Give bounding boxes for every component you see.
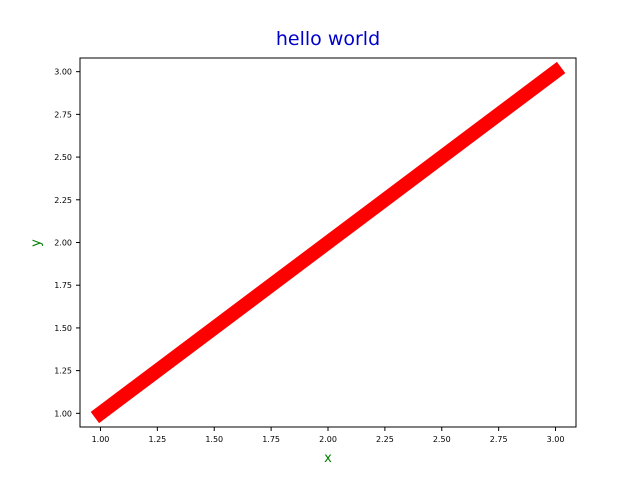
x-tick-label: 1.00 — [92, 435, 110, 444]
y-tick-label: 2.50 — [54, 153, 72, 162]
x-axis: 1.00 1.25 1.50 1.75 2.00 2.25 2.50 2.75 3.00 — [92, 427, 565, 444]
x-tick-label: 2.50 — [433, 435, 451, 444]
x-axis-label: x — [324, 451, 332, 466]
chart-title: hello world — [276, 28, 380, 50]
x-tick-label: 2.25 — [376, 435, 394, 444]
y-tick-label: 1.00 — [54, 409, 72, 418]
y-tick-label: 2.00 — [54, 239, 72, 248]
plot-layer — [90, 61, 566, 424]
y-tick-label: 2.75 — [54, 110, 72, 119]
y-tick-label: 1.25 — [54, 367, 72, 376]
y-axis-label: y — [29, 239, 44, 247]
y-tick-label: 1.50 — [54, 324, 72, 333]
y-tick-label: 1.75 — [54, 281, 72, 290]
y-tick-label: 3.00 — [54, 68, 72, 77]
x-tick-label: 1.25 — [148, 435, 166, 444]
x-tick-label: 3.00 — [547, 435, 565, 444]
x-tick-label: 1.75 — [262, 435, 280, 444]
x-tick-label: 1.50 — [205, 435, 223, 444]
series-line — [90, 61, 566, 424]
x-tick-label: 2.00 — [319, 435, 337, 444]
x-tick-label: 2.75 — [490, 435, 508, 444]
y-axis: 1.00 1.25 1.50 1.75 2.00 2.25 2.50 2.75 3.00 — [54, 68, 80, 418]
y-tick-label: 2.25 — [54, 196, 72, 205]
